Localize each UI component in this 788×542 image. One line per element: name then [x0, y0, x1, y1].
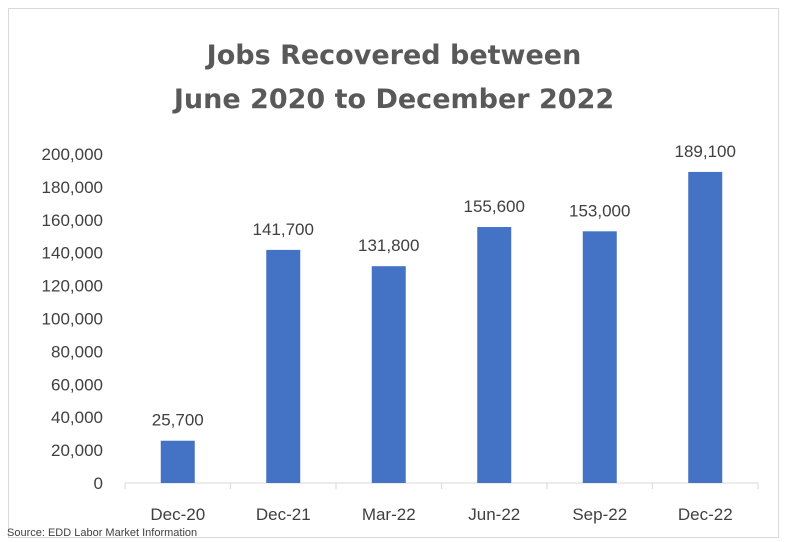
chart-frame [8, 8, 779, 538]
data-label: 141,700 [253, 220, 314, 239]
x-tick-label: Dec-22 [678, 505, 733, 524]
data-label: 131,800 [358, 236, 419, 255]
y-tick-label: 60,000 [51, 375, 103, 394]
y-tick-label: 160,000 [42, 211, 103, 230]
bar [688, 171, 723, 484]
y-tick-label: 120,000 [42, 277, 103, 296]
bar [266, 249, 301, 483]
y-tick-label: 40,000 [51, 408, 103, 427]
y-tick-label: 0 [94, 474, 103, 493]
x-tick-label: Sep-22 [572, 505, 627, 524]
bar [160, 440, 195, 483]
chart-title: Jobs Recovered between June 2020 to Dece… [0, 34, 788, 122]
x-tick-label: Jun-22 [468, 505, 520, 524]
bar [371, 266, 406, 483]
source-note: Source: EDD Labor Market Information [7, 527, 198, 539]
y-tick-label: 200,000 [42, 145, 103, 164]
bar [582, 231, 617, 483]
y-tick-label: 100,000 [42, 310, 103, 329]
y-tick-label: 80,000 [51, 342, 103, 361]
y-tick-label: 140,000 [42, 244, 103, 263]
data-label: 155,600 [464, 197, 525, 216]
data-label: 189,100 [675, 142, 736, 161]
x-tick-label: Dec-21 [256, 505, 311, 524]
data-label: 25,700 [152, 411, 204, 430]
data-label: 153,000 [569, 201, 630, 220]
y-tick-label: 20,000 [51, 441, 103, 460]
x-tick-label: Dec-20 [150, 505, 205, 524]
x-tick-label: Mar-22 [362, 505, 416, 524]
y-tick-label: 180,000 [42, 178, 103, 197]
chart-title-line-2: June 2020 to December 2022 [173, 84, 615, 115]
chart-title-line-1: Jobs Recovered between [206, 40, 582, 71]
bar [477, 227, 512, 483]
